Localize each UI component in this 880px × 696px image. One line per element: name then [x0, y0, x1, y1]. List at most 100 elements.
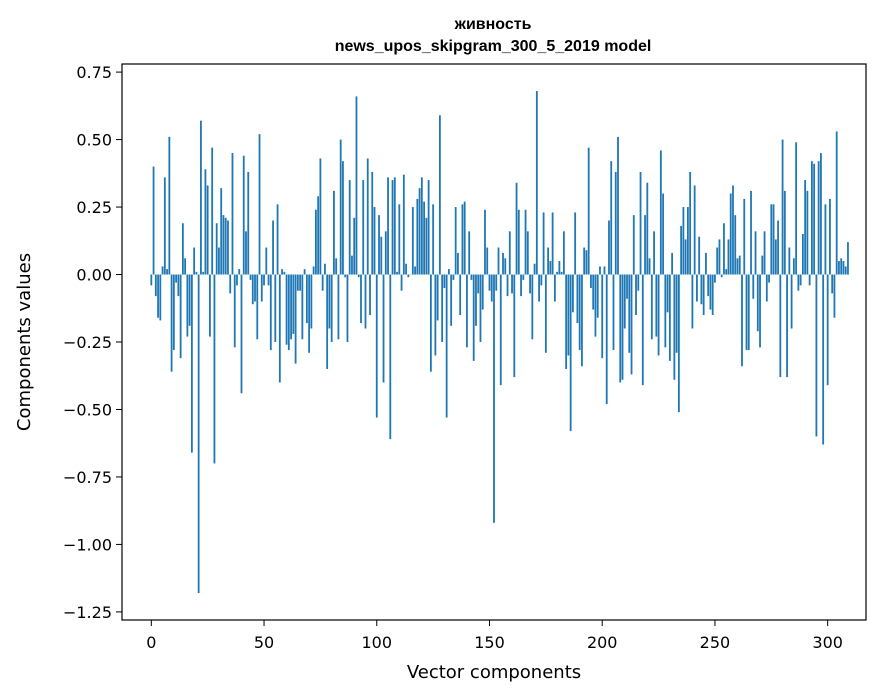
bar-33 [224, 217, 227, 275]
bar-248 [709, 274, 712, 310]
bar-119 [418, 188, 421, 275]
bar-283 [788, 247, 791, 275]
bar-259 [734, 215, 737, 275]
bar-212 [628, 274, 631, 353]
bar-109 [396, 271, 398, 275]
x-tick-label: 200 [587, 633, 618, 652]
bar-49 [260, 274, 263, 302]
bar-240 [691, 274, 694, 329]
bar-286 [795, 142, 798, 275]
bar-137 [459, 274, 462, 316]
bar-277 [774, 239, 777, 275]
bar-305 [838, 261, 840, 275]
x-tick-label: 0 [146, 633, 156, 652]
bar-114 [407, 274, 410, 278]
bar-288 [799, 274, 802, 286]
bar-231 [671, 252, 674, 275]
bar-128 [438, 115, 441, 275]
bar-193 [585, 250, 588, 275]
bar-11 [175, 274, 178, 283]
bar-113 [405, 263, 407, 275]
bar-85 [342, 161, 344, 275]
bar-208 [619, 274, 622, 383]
bar-181 [558, 261, 561, 275]
bar-79 [328, 274, 331, 329]
bar-255 [725, 269, 728, 275]
y-tick-label: −1.25 [63, 603, 112, 622]
bar-168 [529, 274, 531, 294]
bar-158 [506, 274, 509, 297]
bar-225 [657, 274, 660, 356]
bar-66 [299, 274, 302, 291]
bar-275 [770, 204, 773, 275]
bar-17 [188, 274, 191, 326]
bar-173 [540, 274, 543, 286]
bar-290 [804, 180, 807, 275]
bar-90 [353, 217, 356, 275]
bar-103 [382, 274, 385, 383]
bar-42 [245, 231, 247, 275]
bar-282 [786, 274, 788, 378]
bar-266 [750, 190, 752, 275]
x-tick-label: 100 [361, 633, 392, 652]
bar-307 [842, 261, 845, 275]
bar-211 [626, 274, 628, 299]
y-tick-label: 0.50 [76, 131, 112, 150]
bar-172 [538, 274, 540, 302]
bar-274 [768, 274, 770, 283]
bar-98 [371, 171, 374, 275]
bar-197 [594, 274, 597, 337]
bar-132 [448, 269, 450, 275]
x-tick-label: 300 [812, 633, 843, 652]
bar-243 [698, 236, 701, 275]
bar-135 [454, 207, 457, 275]
bar-163 [517, 209, 520, 275]
bar-95 [364, 274, 367, 329]
bar-252 [718, 239, 721, 275]
x-tick-label: 250 [700, 633, 731, 652]
bar-80 [330, 274, 333, 342]
bar-179 [553, 274, 556, 302]
bar-0 [150, 274, 153, 286]
bar-291 [806, 190, 809, 275]
bar-133 [450, 274, 453, 326]
bar-309 [847, 242, 849, 275]
bar-3 [157, 274, 159, 318]
bar-21 [197, 274, 200, 594]
bar-241 [693, 185, 696, 275]
bar-159 [508, 231, 511, 275]
bar-302 [831, 274, 834, 294]
bar-146 [479, 274, 482, 342]
chart-title: живность [454, 16, 532, 33]
bar-270 [759, 274, 761, 348]
bar-130 [443, 274, 446, 289]
bar-170 [533, 263, 536, 275]
bar-222 [650, 274, 653, 340]
bar-97 [369, 274, 371, 316]
bar-18 [190, 274, 193, 453]
bar-121 [423, 201, 426, 275]
bar-99 [373, 207, 376, 275]
bar-91 [355, 96, 358, 275]
bar-106 [389, 274, 392, 440]
bar-60 [285, 274, 288, 345]
bar-205 [612, 274, 615, 351]
bar-29 [215, 223, 218, 275]
bar-149 [486, 247, 489, 275]
bar-54 [272, 220, 274, 275]
bar-276 [772, 204, 775, 275]
x-tick-label: 150 [474, 633, 505, 652]
bar-55 [274, 274, 277, 342]
bar-209 [621, 274, 624, 380]
bar-189 [576, 274, 579, 324]
bar-87 [346, 274, 349, 342]
bar-125 [432, 204, 435, 275]
bar-296 [817, 161, 820, 275]
y-tick-label: 0.75 [76, 63, 112, 82]
y-tick-label: −0.25 [63, 333, 112, 352]
bar-280 [781, 139, 784, 275]
bar-294 [813, 163, 816, 275]
bar-59 [283, 271, 286, 275]
bar-64 [294, 274, 297, 364]
bar-306 [840, 258, 843, 275]
